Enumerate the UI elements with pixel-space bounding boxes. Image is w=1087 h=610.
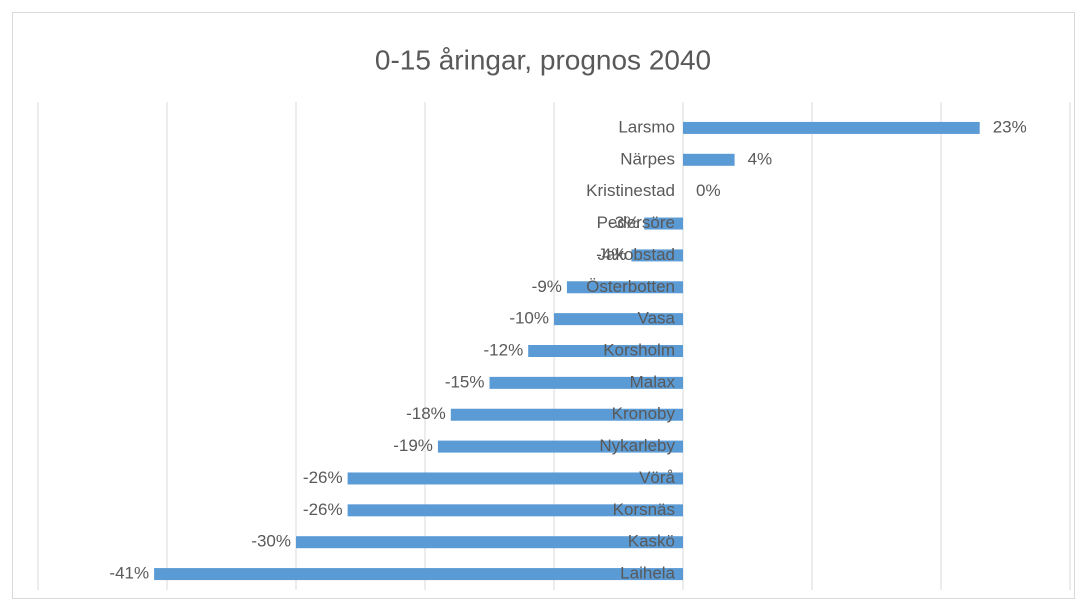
data-label: -26% xyxy=(303,468,343,487)
data-label: -18% xyxy=(406,404,446,423)
y-tick-label: Kaskö xyxy=(628,532,675,551)
bar xyxy=(683,153,735,166)
data-label: -9% xyxy=(532,277,562,296)
y-tick-label: Jakobstad xyxy=(598,245,676,264)
bar xyxy=(631,249,683,262)
bar xyxy=(154,568,684,581)
bar xyxy=(347,504,683,517)
bar xyxy=(644,217,683,230)
bar xyxy=(296,536,683,549)
bar xyxy=(683,121,980,134)
data-label: -19% xyxy=(393,436,433,455)
y-tick-label: Korsholm xyxy=(603,340,675,359)
data-label: 0% xyxy=(696,181,721,200)
data-label: -3% xyxy=(609,213,639,232)
y-tick-label: Kristinestad xyxy=(586,181,675,200)
bar xyxy=(566,281,683,294)
y-tick-label: Korsnäs xyxy=(613,500,675,519)
bar xyxy=(528,345,683,357)
chart-title: 0-15 åringar, prognos 2040 xyxy=(375,44,711,75)
data-label: -41% xyxy=(109,564,149,583)
data-label: 4% xyxy=(748,149,773,168)
y-tick-label: Nykarleby xyxy=(599,436,675,455)
y-tick-label: Österbotten xyxy=(586,277,675,296)
data-label: -30% xyxy=(251,532,291,551)
bar xyxy=(450,408,683,421)
y-tick-label: Malax xyxy=(630,372,676,391)
y-tick-label: Larsmo xyxy=(618,117,675,136)
bar xyxy=(489,376,683,389)
y-tick-label: Närpes xyxy=(620,149,675,168)
y-tick-label: Pedersöre xyxy=(597,213,675,232)
data-label: -4% xyxy=(596,245,626,264)
data-label: -15% xyxy=(445,372,485,391)
data-label: -10% xyxy=(509,309,549,328)
y-tick-label: Vörå xyxy=(639,468,675,487)
y-tick-label: Kronoby xyxy=(612,404,676,423)
data-label: 23% xyxy=(993,117,1027,136)
y-tick-label: Vasa xyxy=(638,309,676,328)
y-tick-label: Laihela xyxy=(620,564,675,583)
chart-border xyxy=(12,12,1075,599)
data-label: -12% xyxy=(484,340,524,359)
bar xyxy=(347,472,683,485)
bar xyxy=(554,313,683,326)
data-label: -26% xyxy=(303,500,343,519)
bar xyxy=(437,440,683,453)
